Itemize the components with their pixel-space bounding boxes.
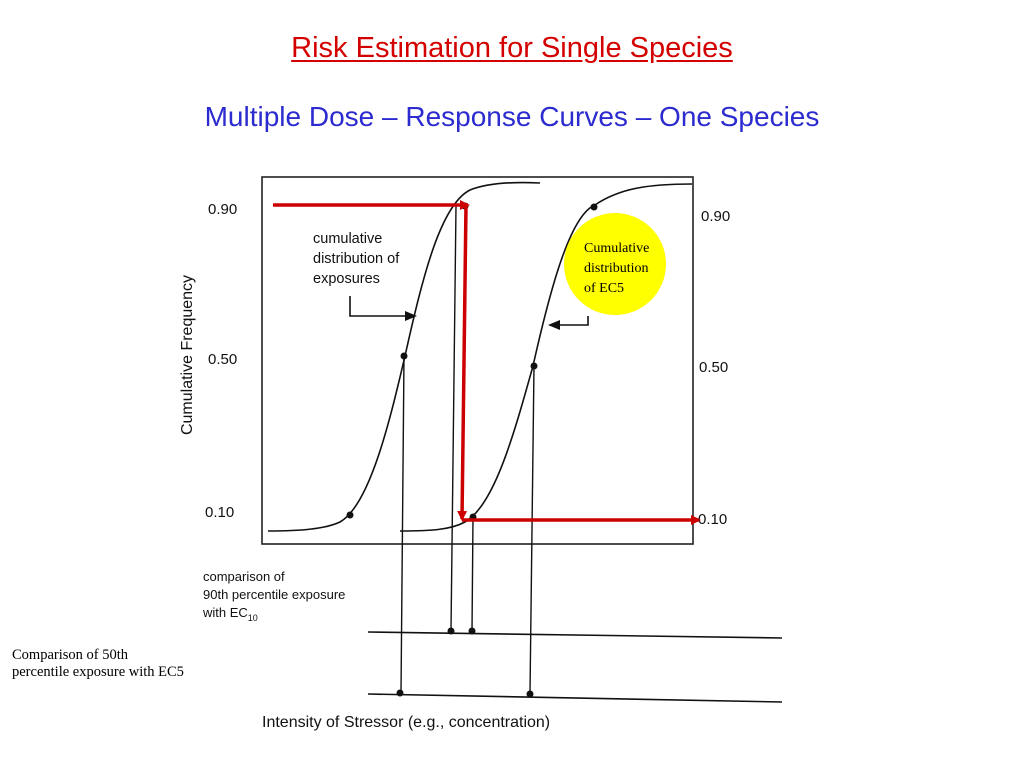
exposure-label-line-3: exposures [313, 271, 380, 287]
ec5-label-arrow [548, 316, 589, 330]
comparison-axis-50 [367, 693, 783, 703]
left-tick-050: 0.50 [208, 351, 237, 368]
slide-title: Risk Estimation for Single Species [291, 32, 733, 64]
comparison-axis-90 [367, 631, 783, 639]
red-arrow-vertical-down [457, 204, 468, 521]
baseline-point-exposure-90 [447, 627, 455, 635]
ec5-callout-line-1: Cumulative [584, 241, 649, 256]
baseline-point-exposure-50 [396, 689, 404, 697]
exposure-label-line-1: cumulative [313, 231, 382, 247]
comparison-label-line-2: 90th percentile exposure [203, 587, 345, 602]
drop-line-exposure-90 [450, 205, 457, 632]
x-axis-label: Intensity of Stressor (e.g., concentrati… [262, 714, 550, 731]
comparison-label-line-1: comparison of [203, 569, 285, 584]
comparison-label-text: with EC [202, 605, 248, 620]
right-tick-010: 0.10 [698, 511, 727, 528]
right-tick-090: 0.90 [701, 208, 730, 225]
drop-line-ec-10 [471, 516, 474, 632]
drop-line-ec-50 [529, 365, 535, 694]
y-axis-label: Cumulative Frequency [179, 275, 196, 435]
drop-line-exposure-50 [400, 355, 405, 694]
exposure-point-10 [346, 511, 354, 519]
slide-subtitle: Multiple Dose – Response Curves – One Sp… [204, 101, 820, 132]
side-note: Comparison of 50th percentile exposure w… [12, 647, 184, 680]
baseline-point-ec-10 [468, 627, 476, 635]
exposure-label-line-2: distribution of [313, 251, 400, 267]
comparison-subscript: 10 [248, 613, 258, 623]
ec5-callout-line-2: distribution [584, 261, 649, 276]
comparison-label-line-3: with EC10 [202, 605, 258, 623]
ec5-callout-line-3: of EC5 [584, 281, 624, 296]
exposure-label-arrow [349, 296, 417, 321]
left-tick-090: 0.90 [208, 201, 237, 218]
ec-point-90 [590, 203, 598, 211]
right-tick-050: 0.50 [699, 359, 728, 376]
left-tick-010: 0.10 [205, 504, 234, 521]
plot-frame [261, 176, 694, 545]
ec5-callout-bubble [564, 213, 666, 315]
baseline-point-ec-50 [526, 690, 534, 698]
